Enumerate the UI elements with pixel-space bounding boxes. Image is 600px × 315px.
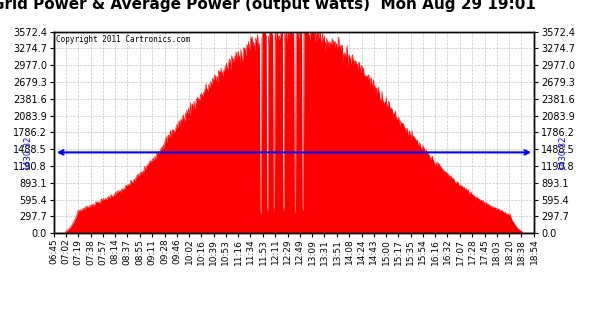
- Text: Copyright 2011 Cartronics.com: Copyright 2011 Cartronics.com: [56, 35, 191, 43]
- Text: Grid Power & Average Power (output watts)  Mon Aug 29 19:01: Grid Power & Average Power (output watts…: [0, 0, 536, 12]
- Text: 1430.32: 1430.32: [23, 135, 32, 169]
- Text: 1430.32: 1430.32: [558, 135, 568, 169]
